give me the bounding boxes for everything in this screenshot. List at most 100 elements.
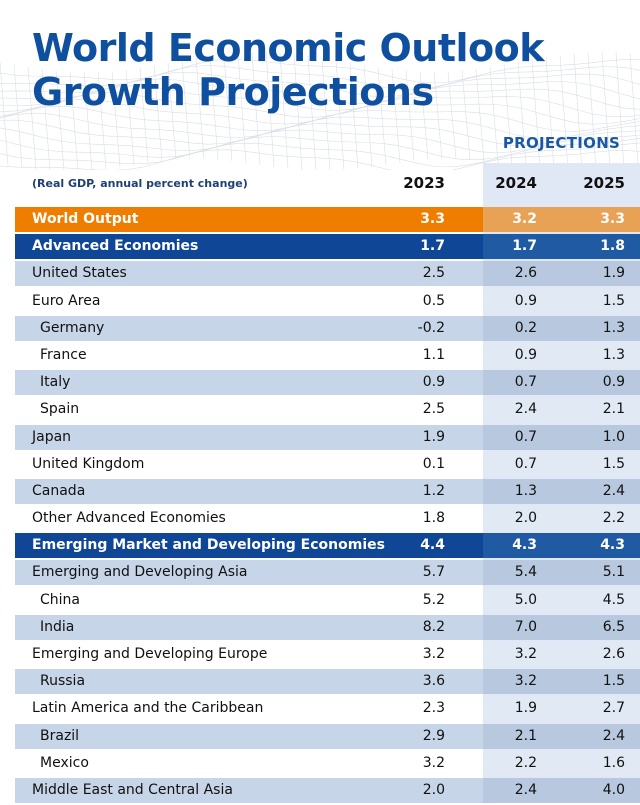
projection-cell-background (483, 723, 640, 749)
value-2024: 1.7 (512, 238, 537, 255)
table-row: Japan 1.9 0.7 1.0 (15, 424, 640, 450)
value-2023: 3.3 (420, 211, 445, 227)
row-label: Russia (40, 673, 86, 690)
value-2025: 6.5 (602, 618, 625, 635)
row-label: Latin America and the Caribbean (32, 700, 264, 717)
table-row: World Output 3.3 3.2 3.3 (15, 207, 640, 232)
value-2023: 2.9 (422, 727, 445, 744)
value-2024: 0.2 (514, 319, 537, 336)
value-2024: 0.7 (514, 428, 537, 445)
projection-cell-background (483, 397, 640, 423)
row-label: Emerging and Developing Europe (32, 646, 268, 662)
value-2024: 1.9 (514, 700, 537, 717)
row-label: Japan (32, 428, 72, 445)
projection-cell-background (483, 750, 640, 776)
value-2024: 2.4 (514, 401, 537, 418)
value-2025: 4.0 (602, 781, 625, 798)
value-2024: 0.7 (514, 374, 537, 391)
value-2023: 2.3 (422, 700, 445, 717)
value-2024: 3.2 (514, 673, 537, 690)
value-2025: 1.0 (602, 428, 625, 445)
projections-label: PROJECTIONS (502, 134, 621, 152)
projection-cell-background (483, 451, 640, 477)
table-row: Russia 3.6 3.2 1.5 (15, 669, 640, 695)
title-line-2: Growth Projections (32, 70, 434, 114)
value-2024: 2.0 (514, 510, 537, 527)
projection-cell-background (483, 288, 640, 314)
value-2023: 1.7 (420, 238, 445, 255)
value-2023: -0.2 (417, 319, 445, 336)
table-row: India 8.2 7.0 6.5 (15, 614, 640, 640)
table-row: Brazil 2.9 2.1 2.4 (15, 723, 640, 749)
value-2024: 5.0 (514, 591, 537, 608)
table-row: Emerging Market and Developing Economies… (15, 533, 640, 559)
value-2023: 5.2 (422, 591, 445, 608)
value-2023: 3.2 (422, 646, 445, 662)
projection-cell-background (483, 506, 640, 532)
value-2023: 1.1 (422, 346, 445, 363)
value-2025: 2.2 (602, 510, 625, 527)
projection-cell-background (483, 315, 640, 341)
value-2023: 8.2 (422, 618, 445, 635)
value-2025: 3.3 (600, 211, 625, 227)
value-2025: 2.4 (602, 727, 625, 744)
year-header-2024: 2024 (495, 174, 537, 192)
value-2023: 3.6 (422, 673, 445, 690)
row-label: Brazil (40, 727, 80, 744)
value-2023: 1.2 (422, 482, 445, 499)
table-row: Mexico 3.2 2.2 1.6 (15, 750, 640, 776)
value-2025: 4.5 (602, 591, 625, 608)
year-header-2025: 2025 (583, 174, 625, 192)
value-2024: 7.0 (514, 618, 537, 635)
value-2024: 2.2 (514, 754, 537, 771)
table-row: France 1.1 0.9 1.3 (15, 342, 640, 368)
value-2023: 2.0 (422, 781, 445, 798)
row-label: Germany (40, 319, 105, 336)
row-label: United States (32, 265, 127, 282)
value-2025: 2.1 (602, 401, 625, 418)
background-mesh-pattern (0, 51, 640, 170)
projection-cell-background (483, 669, 640, 695)
row-label: Euro Area (32, 292, 101, 309)
value-2025: 1.3 (602, 319, 625, 336)
value-2024: 3.2 (514, 646, 537, 662)
table-row: China 5.2 5.0 4.5 (15, 587, 640, 613)
table-row: Germany -0.2 0.2 1.3 (15, 315, 640, 341)
units-note: (Real GDP, annual percent change) (32, 177, 248, 190)
table-row: Italy 0.9 0.7 0.9 (15, 370, 640, 396)
table-row: United Kingdom 0.1 0.7 1.5 (15, 451, 640, 477)
row-label: Advanced Economies (32, 238, 199, 255)
value-2024: 2.1 (514, 727, 537, 744)
value-2023: 2.5 (422, 265, 445, 282)
projection-cell-background (483, 696, 640, 722)
table-row: Middle East and Central Asia 2.0 2.4 4.0 (15, 777, 640, 803)
value-2025: 1.8 (600, 238, 625, 255)
value-2025: 2.7 (602, 700, 625, 717)
value-2024: 5.4 (514, 564, 537, 581)
projection-cell-background (483, 587, 640, 613)
row-label: Emerging and Developing Asia (32, 564, 248, 581)
projection-cell-background (483, 207, 640, 232)
row-label: China (40, 591, 80, 608)
projection-cell-background (483, 342, 640, 368)
table-header: (Real GDP, annual percent change) 2023 2… (15, 168, 640, 200)
projection-cell-background (483, 478, 640, 504)
table-row: Latin America and the Caribbean 2.3 1.9 2.7 (15, 696, 640, 722)
table-row: Euro Area 0.5 0.9 1.5 (15, 288, 640, 314)
row-label: Middle East and Central Asia (32, 781, 233, 798)
value-2023: 1.9 (422, 428, 445, 445)
projection-cell-background (483, 533, 640, 559)
page-title: World Economic Outlook Growth Projection… (32, 26, 545, 114)
value-2024: 0.7 (514, 455, 537, 472)
row-label: World Output (32, 211, 139, 227)
year-header-2023: 2023 (403, 174, 445, 192)
value-2023: 5.7 (422, 564, 445, 581)
growth-table: World Output 3.3 3.2 3.3 Advanced Economies 1… (15, 207, 640, 805)
value-2025: 2.4 (602, 482, 625, 499)
value-2025: 2.6 (602, 646, 625, 662)
table-row: United States 2.5 2.6 1.9 (15, 261, 640, 287)
row-label: Mexico (40, 754, 89, 771)
value-2025: 4.3 (600, 537, 625, 554)
value-2024: 3.2 (512, 211, 537, 227)
value-2023: 0.9 (422, 374, 445, 391)
